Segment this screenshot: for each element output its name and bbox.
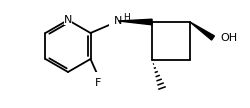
Text: H: H [124,13,130,21]
Polygon shape [118,19,152,25]
Text: N: N [64,15,72,25]
Text: F: F [95,78,102,88]
Polygon shape [190,22,214,40]
Text: OH: OH [220,33,237,43]
Text: N: N [114,16,123,26]
